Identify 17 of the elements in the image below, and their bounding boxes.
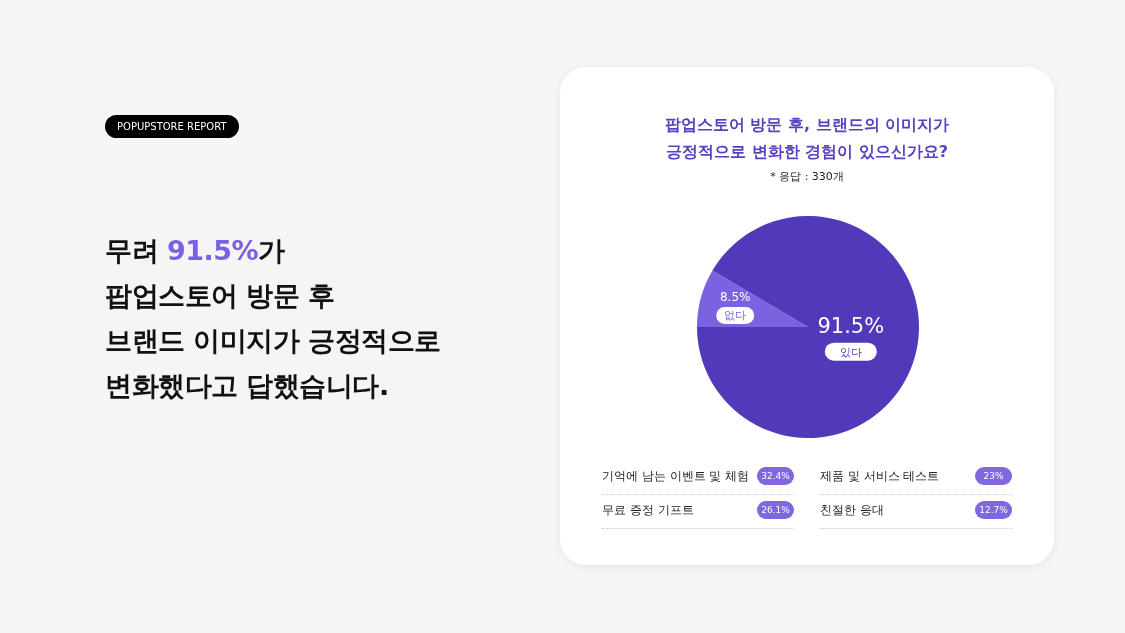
text: 친절한 응대: [820, 502, 884, 519]
text: POPUPSTORE REPORT: [105, 115, 239, 138]
text: 무료 증정 기프트: [602, 502, 694, 519]
chart-title: 팝업스토어 방문 후, 브랜드의 이미지가 긍정적으로 변화한 경험이 있으신가요?: [663, 114, 951, 163]
slice-label: 없다: [724, 309, 747, 323]
text: 32.4%: [757, 467, 794, 485]
text: 제품 및 서비스 테스트: [820, 468, 940, 485]
text: 12.7%: [975, 501, 1012, 519]
text: 26.1%: [757, 501, 794, 519]
text: 기억에 남는 이벤트 및 체험: [602, 468, 750, 485]
data-label: 91.5%: [817, 313, 885, 338]
data-label: 8.5%: [719, 290, 751, 305]
pie-slice: [697, 216, 919, 438]
text: 23%: [975, 467, 1012, 485]
text: 무려 91.5%가 팝업스토어 방문 후 브랜드 이미지가 긍정적으로 변화했다고 답했습니다.: [105, 235, 441, 401]
chart-subtitle: * 응답 : 330개: [769, 169, 845, 184]
slice-label: 있다: [839, 345, 862, 359]
